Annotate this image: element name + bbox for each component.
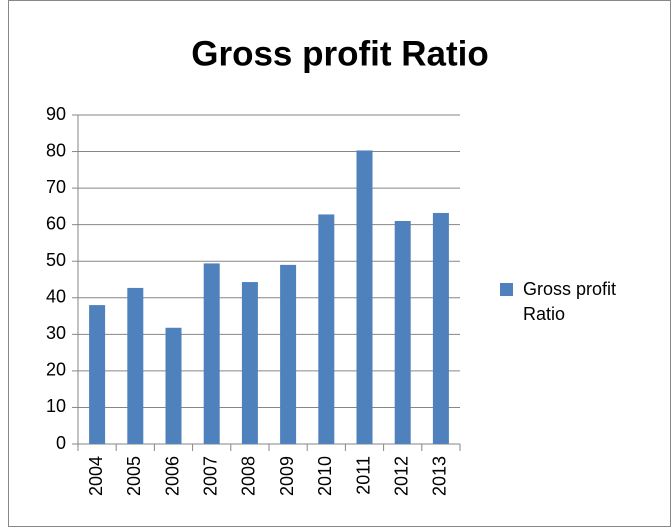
y-tick-label: 60 [46, 213, 66, 233]
y-tick-label: 80 [46, 140, 66, 160]
y-tick-label: 70 [46, 177, 66, 197]
x-tick-label: 2005 [124, 456, 144, 496]
x-tick-label: 2013 [430, 456, 450, 496]
bar [127, 287, 144, 444]
bar [280, 264, 297, 444]
y-tick-label: 50 [46, 250, 66, 270]
bar [203, 263, 220, 444]
y-tick-label: 90 [46, 104, 66, 124]
y-tick-label: 40 [46, 287, 66, 307]
x-tick-label: 2010 [315, 456, 335, 496]
x-tick-label: 2004 [86, 456, 106, 496]
legend: Gross profit Ratio [500, 277, 630, 327]
x-tick-label: 2009 [277, 456, 297, 496]
bar [241, 282, 258, 444]
y-tick-label: 30 [46, 323, 66, 343]
bar [432, 212, 449, 444]
x-tick-label: 2012 [391, 456, 411, 496]
chart-frame [8, 0, 671, 527]
bar [356, 150, 373, 444]
x-tick-label: 2006 [162, 456, 182, 496]
chart-title: Gross profit Ratio [191, 34, 489, 73]
bar [318, 214, 335, 444]
y-tick-label: 10 [46, 396, 66, 416]
y-tick-label: 20 [46, 360, 66, 380]
x-tick-label: 2008 [239, 456, 259, 496]
bar [394, 221, 411, 444]
y-tick-label: 0 [56, 433, 66, 453]
x-tick-label: 2007 [200, 456, 220, 496]
legend-label: Gross profit Ratio [523, 279, 617, 324]
bar [165, 327, 182, 444]
bar [89, 305, 106, 444]
legend-swatch [500, 283, 513, 296]
x-tick-label: 2011 [353, 456, 373, 495]
